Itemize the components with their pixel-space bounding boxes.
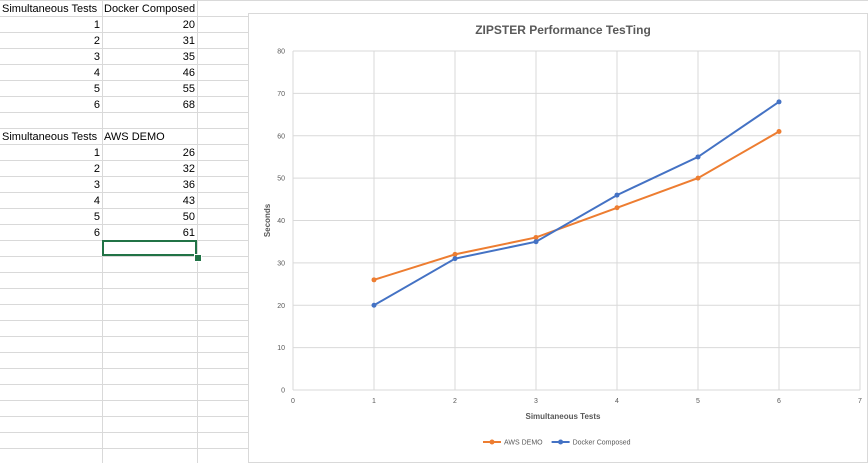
x-tick-label: 6: [777, 398, 781, 405]
table2-cell-value[interactable]: 50: [182, 211, 195, 223]
data-point-docker-composed: [695, 154, 701, 160]
table2-cell-value[interactable]: 26: [182, 147, 195, 159]
table2-cell-value[interactable]: 32: [182, 163, 195, 175]
table1-cell-value[interactable]: 46: [182, 67, 195, 79]
table2-cell-value[interactable]: 36: [182, 179, 195, 191]
data-point-aws-demo: [371, 277, 377, 283]
table2-header-value[interactable]: AWS DEMO: [104, 131, 165, 143]
table1-cell-tests[interactable]: 4: [93, 67, 100, 79]
data-point-docker-composed: [776, 99, 782, 105]
table2-cell-tests[interactable]: 1: [93, 147, 100, 159]
table1-cell-value[interactable]: 55: [182, 83, 195, 95]
legend-marker-aws-demo: [489, 439, 495, 445]
data-point-aws-demo: [776, 129, 782, 135]
data-point-aws-demo: [695, 175, 701, 181]
data-point-docker-composed: [614, 192, 620, 198]
table1-cell-value[interactable]: 31: [182, 35, 195, 47]
selected-cell[interactable]: [102, 240, 197, 256]
table2-cell-tests[interactable]: 3: [93, 179, 100, 191]
table2-header-tests[interactable]: Simultaneous Tests: [2, 131, 98, 143]
table2-cell-value[interactable]: 43: [182, 195, 195, 207]
y-tick-label: 60: [277, 133, 285, 140]
table1-cell-value[interactable]: 68: [182, 99, 195, 111]
legend-marker-docker-composed: [558, 439, 564, 445]
y-tick-label: 10: [277, 345, 285, 352]
data-point-docker-composed: [533, 239, 539, 245]
table1-cell-tests[interactable]: 6: [93, 99, 100, 111]
series-line-docker-composed: [373, 101, 780, 307]
y-tick-label: 40: [277, 218, 285, 225]
row-gridline: [0, 0, 868, 1]
line-chart: ZIPSTER Performance TesTing0102030405060…: [263, 23, 862, 447]
x-tick-label: 2: [453, 398, 457, 405]
x-tick-label: 7: [858, 398, 862, 405]
data-point-docker-composed: [371, 302, 377, 308]
y-tick-label: 50: [277, 176, 285, 183]
legend-label-aws-demo: AWS DEMO: [504, 440, 543, 447]
chart-title: ZIPSTER Performance TesTing: [475, 23, 651, 37]
chart-panel[interactable]: ZIPSTER Performance TesTing 0 10 20 30 40 50 60…: [248, 13, 868, 463]
column-gridline: [102, 0, 103, 463]
x-tick-label: 5: [696, 398, 700, 405]
y-tick-label: 80: [277, 49, 285, 56]
data-point-aws-demo: [452, 251, 458, 257]
table1-cell-tests[interactable]: 5: [93, 83, 100, 95]
data-point-aws-demo: [533, 234, 539, 240]
table2-cell-value[interactable]: 61: [182, 227, 195, 239]
column-gridline: [197, 0, 198, 463]
table1-header-value[interactable]: Docker Composed: [104, 3, 196, 15]
table2-cell-tests[interactable]: 2: [93, 163, 100, 175]
data-point-docker-composed: [452, 256, 458, 262]
x-tick-label: 3: [534, 398, 538, 405]
legend-label-docker-composed: Docker Composed: [573, 440, 631, 447]
y-tick-label: 0: [281, 388, 285, 395]
y-tick-label: 30: [277, 260, 285, 267]
x-tick-label: 4: [615, 398, 619, 405]
x-axis-title: Simultaneous Tests: [526, 412, 602, 421]
table2-cell-tests[interactable]: 5: [93, 211, 100, 223]
table1-cell-tests[interactable]: 3: [93, 51, 100, 63]
series-line-aws-demo: [373, 130, 780, 281]
x-tick-label: 0: [291, 398, 295, 405]
table1-header-tests[interactable]: Simultaneous Tests: [2, 3, 98, 15]
table1-cell-value[interactable]: 20: [182, 19, 195, 31]
table2-cell-tests[interactable]: 4: [93, 195, 100, 207]
x-tick-label: 1: [372, 398, 376, 405]
table1-cell-tests[interactable]: 2: [93, 35, 100, 47]
table1-cell-value[interactable]: 35: [182, 51, 195, 63]
table1-cell-tests[interactable]: 1: [93, 19, 100, 31]
y-axis-title: Seconds: [263, 203, 272, 237]
y-tick-label: 20: [277, 303, 285, 310]
y-tick-label: 70: [277, 91, 285, 98]
data-point-aws-demo: [614, 205, 620, 211]
fill-handle[interactable]: [194, 254, 202, 262]
table2-cell-tests[interactable]: 6: [93, 227, 100, 239]
